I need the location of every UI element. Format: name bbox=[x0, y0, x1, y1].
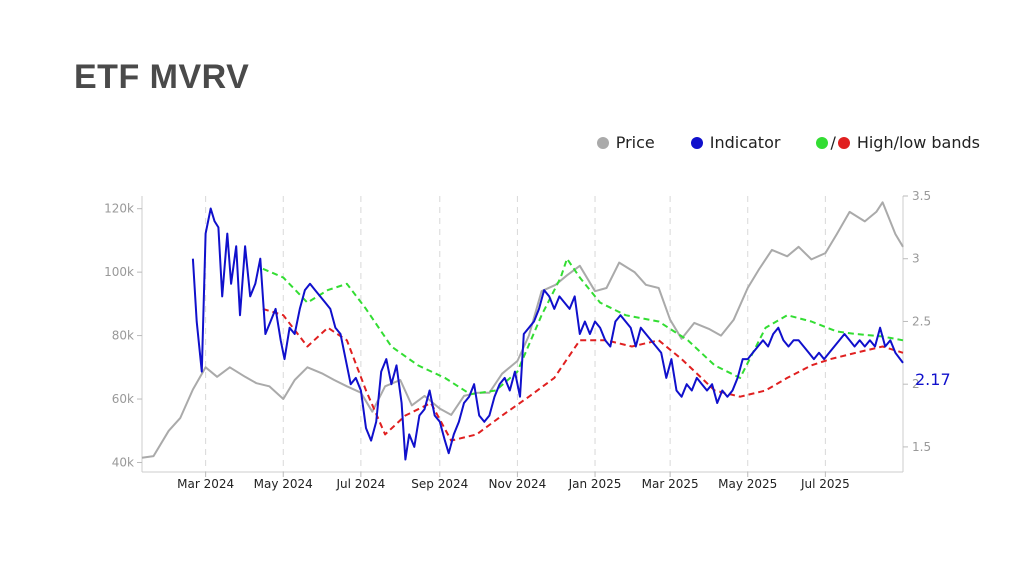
x-tick-label: Mar 2024 bbox=[177, 477, 234, 491]
right-tick-label: 2.5 bbox=[912, 314, 931, 328]
legend: Price Indicator / High/low bands bbox=[561, 133, 980, 152]
legend-item-bands[interactable]: / High/low bands bbox=[816, 133, 980, 152]
x-tick-label: May 2025 bbox=[718, 477, 777, 491]
indicator-line bbox=[191, 207, 904, 461]
low-band-dot-icon bbox=[837, 136, 850, 149]
price-line bbox=[141, 201, 904, 459]
legend-item-price[interactable]: Price bbox=[596, 133, 655, 152]
left-tick-label: 80k bbox=[112, 329, 134, 343]
right-tick-label: 2 bbox=[912, 377, 920, 391]
right-tick-label: 1.5 bbox=[912, 440, 931, 454]
legend-label-bands: High/low bands bbox=[856, 133, 980, 152]
x-tick-label: Mar 2025 bbox=[642, 477, 699, 491]
x-tick-label: May 2024 bbox=[254, 477, 313, 491]
indicator-dot-icon bbox=[690, 136, 703, 149]
legend-item-indicator[interactable]: Indicator bbox=[690, 133, 781, 152]
chart-title: ETF MVRV bbox=[74, 58, 250, 96]
legend-label-price: Price bbox=[615, 133, 655, 152]
x-tick-label: Jul 2024 bbox=[335, 477, 385, 491]
price-dot-icon bbox=[596, 136, 609, 149]
high-band-dot-icon bbox=[816, 136, 829, 149]
legend-label-indicator: Indicator bbox=[709, 133, 781, 152]
x-tick-label: Jan 2025 bbox=[568, 477, 622, 491]
x-tick-label: Sep 2024 bbox=[411, 477, 468, 491]
right-tick-label: 3 bbox=[912, 252, 920, 266]
last-value-label: 2.17 bbox=[915, 370, 951, 389]
right-tick-label: 3.5 bbox=[912, 189, 931, 203]
left-tick-label: 120k bbox=[104, 202, 134, 216]
left-tick-label: 40k bbox=[112, 455, 134, 469]
left-tick-label: 100k bbox=[104, 265, 134, 279]
x-tick-label: Jul 2025 bbox=[800, 477, 850, 491]
legend-separator: / bbox=[830, 133, 836, 152]
high-band-line bbox=[262, 257, 904, 396]
x-tick-label: Nov 2024 bbox=[489, 477, 547, 491]
left-tick-label: 60k bbox=[112, 392, 134, 406]
